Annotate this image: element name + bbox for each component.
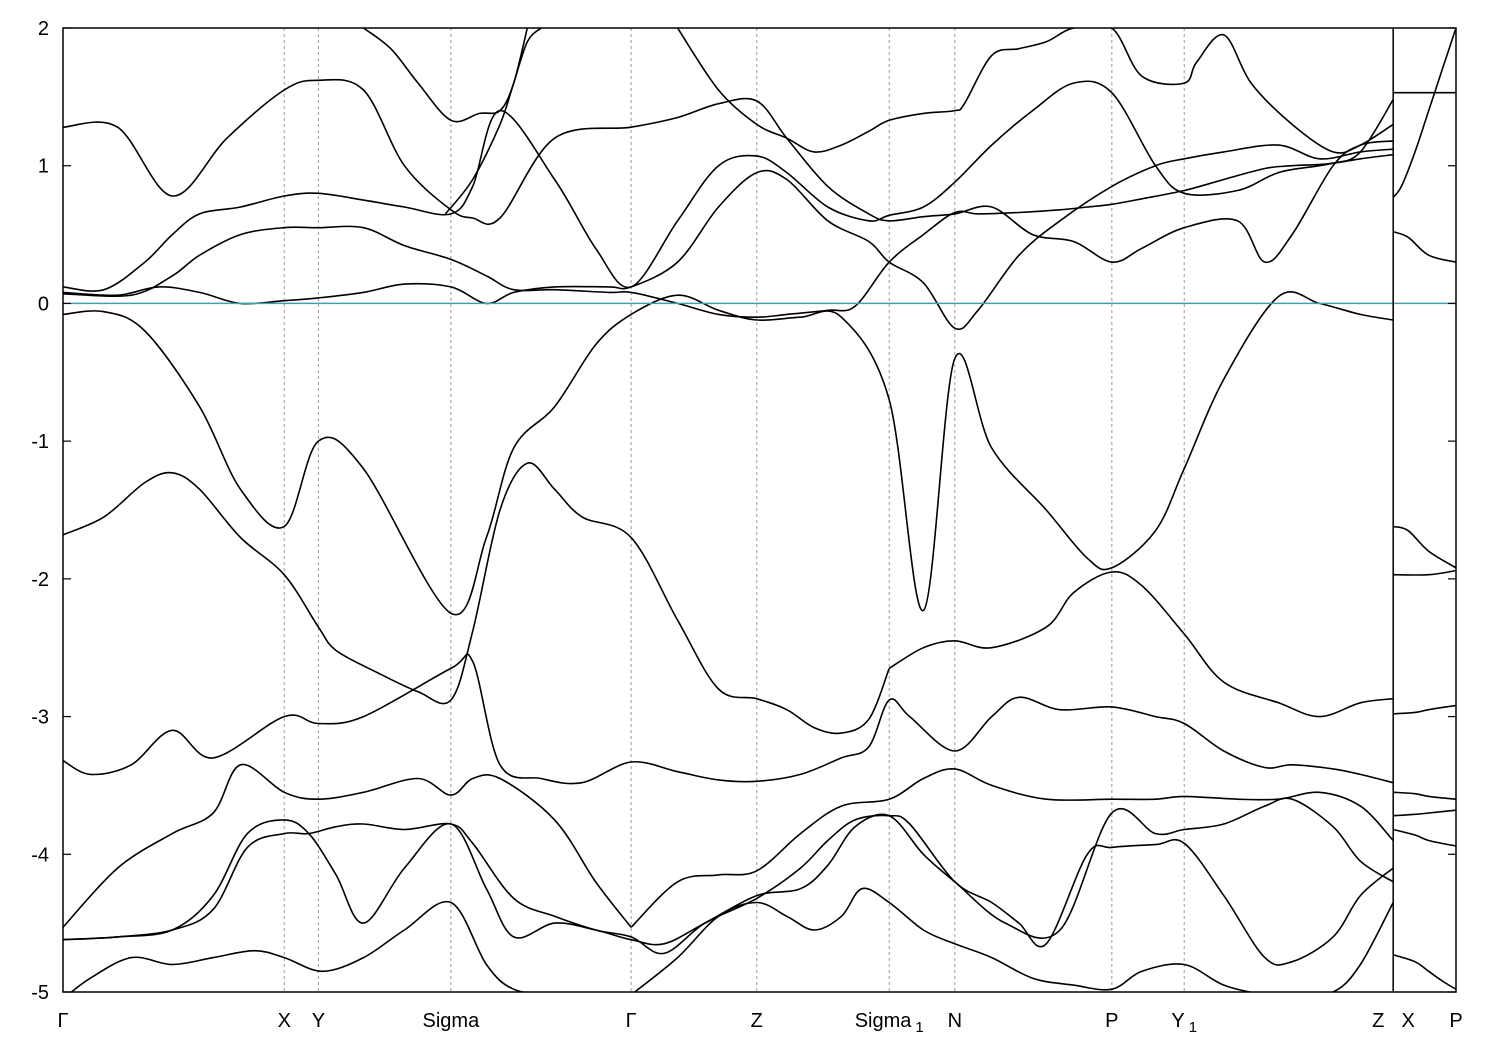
kpoint-label: Y (312, 1010, 325, 1032)
band-line (1393, 704, 1456, 715)
band-line (63, 99, 1394, 318)
band-line (1393, 809, 1456, 817)
band-line (63, 291, 1394, 616)
y-tick-label: -1 (31, 431, 49, 453)
kpoint-label: Z (751, 1010, 763, 1032)
kpoint-label: X (278, 1010, 291, 1032)
band-line (1393, 569, 1456, 576)
kpoint-label: Γ (626, 1010, 637, 1032)
y-tick-label: -2 (31, 569, 49, 591)
band-line (444, 28, 542, 215)
band-line (676, 28, 1394, 154)
band-line (1392, 231, 1456, 263)
plot-frame (62, 27, 1457, 993)
kpoint-label: X (1402, 1010, 1415, 1032)
band-line (1392, 28, 1456, 198)
band-line (1393, 828, 1456, 847)
band-line (63, 80, 1394, 292)
y-axis-ticks: -5 -4 -3 -2 -1 0 1 2 (31, 18, 1456, 1004)
band-line (63, 653, 1394, 785)
band-line (63, 462, 890, 735)
y-tick-label: -5 (31, 982, 49, 1004)
y-tick-label: 2 (38, 18, 49, 40)
kpoint-label: P (1105, 1010, 1118, 1032)
kpoint-label: P (1449, 1010, 1462, 1032)
band-line (1393, 791, 1456, 800)
band-line (63, 763, 632, 928)
band-line (63, 814, 1394, 966)
band-line (888, 571, 1394, 718)
kpoint-label: N (948, 1010, 962, 1032)
kpoint-label: Sigma (423, 1010, 481, 1032)
x-axis-kpoint-labels: Γ X Y Sigma Γ Z Sigma 1 N P Y 1 Z X P (57, 1010, 1462, 1036)
kpoint-label: Sigma 1 (855, 1010, 924, 1036)
band-line (1392, 525, 1456, 569)
y-tick-label: 0 (38, 293, 49, 315)
kpoint-label: Z (1372, 1010, 1384, 1032)
y-tick-label: 1 (38, 156, 49, 178)
band-line (63, 144, 1394, 331)
band-line (633, 887, 1394, 992)
y-tick-label: -4 (31, 844, 49, 866)
band-line (70, 900, 528, 992)
kpoint-label: Γ (57, 1010, 68, 1032)
band-line (1392, 954, 1456, 990)
band-lines (63, 28, 1456, 992)
y-tick-label: -3 (31, 707, 49, 729)
